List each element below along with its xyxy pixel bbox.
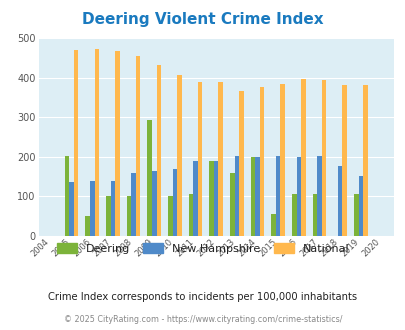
Bar (255, 157, 259, 236)
Bar (197, 82, 202, 236)
Bar (358, 176, 362, 236)
Bar (151, 171, 156, 236)
Bar (353, 194, 358, 236)
Bar (280, 84, 284, 236)
Bar (172, 169, 177, 236)
Legend: Deering, New Hampshire, National: Deering, New Hampshire, National (52, 239, 353, 258)
Bar (94, 49, 99, 236)
Bar (213, 161, 218, 236)
Bar (177, 75, 181, 236)
Bar (69, 182, 74, 236)
Bar (115, 51, 119, 236)
Bar (291, 194, 296, 236)
Text: Deering Violent Crime Index: Deering Violent Crime Index (82, 12, 323, 26)
Bar (111, 181, 115, 236)
Bar (301, 79, 305, 236)
Bar (230, 173, 234, 236)
Bar (65, 156, 69, 236)
Text: © 2025 CityRating.com - https://www.cityrating.com/crime-statistics/: © 2025 CityRating.com - https://www.city… (64, 315, 341, 324)
Text: Crime Index corresponds to incidents per 100,000 inhabitants: Crime Index corresponds to incidents per… (48, 292, 357, 302)
Bar (90, 181, 94, 236)
Bar (362, 85, 367, 236)
Bar (250, 157, 255, 236)
Bar (156, 65, 161, 236)
Bar (126, 196, 131, 236)
Bar (131, 173, 136, 236)
Bar (193, 161, 197, 236)
Bar (85, 216, 90, 236)
Bar (209, 161, 213, 236)
Bar (147, 120, 151, 236)
Bar (234, 155, 239, 236)
Bar (106, 196, 111, 236)
Bar (271, 214, 275, 236)
Bar (296, 157, 301, 236)
Bar (136, 56, 140, 236)
Bar (168, 196, 172, 236)
Bar (259, 87, 264, 236)
Bar (316, 155, 321, 236)
Bar (218, 82, 222, 236)
Bar (321, 80, 326, 236)
Bar (337, 166, 341, 236)
Bar (188, 194, 193, 236)
Bar (239, 91, 243, 236)
Bar (275, 155, 280, 236)
Bar (341, 85, 346, 236)
Bar (74, 50, 78, 236)
Bar (312, 194, 316, 236)
